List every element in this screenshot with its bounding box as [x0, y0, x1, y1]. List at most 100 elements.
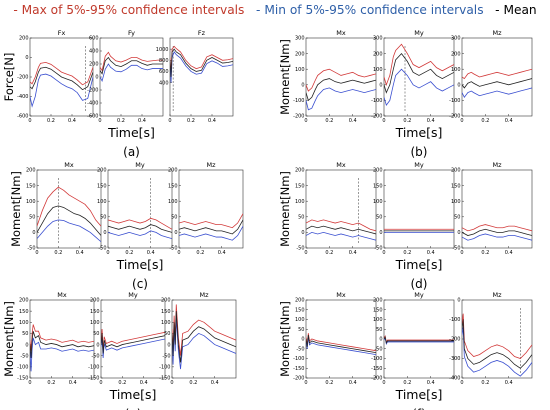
x-tick-label: 0	[304, 380, 307, 386]
y-tick-label: -200	[449, 337, 460, 343]
series-mean	[100, 56, 163, 75]
series-group	[37, 178, 101, 244]
y-tick-label: 200	[451, 51, 461, 57]
y-tick-label: -100	[371, 356, 382, 362]
y-tick-label: -150	[17, 376, 28, 382]
panel-c-label: (c)	[132, 277, 148, 291]
panel-f-xlabel: Time[s]	[395, 387, 443, 402]
x-tick-label: 0	[460, 118, 463, 124]
y-tick-label: -50	[20, 353, 28, 359]
x-tick-label: 0.2	[196, 250, 204, 256]
y-tick-label: -100	[293, 356, 304, 362]
x-tick-label: 0	[28, 118, 31, 124]
y-tick-label: 50	[454, 215, 460, 221]
x-tick-label: 0	[28, 380, 31, 386]
y-tick-label: 0	[457, 230, 460, 236]
series-mean	[462, 228, 532, 236]
axes-frame	[178, 169, 244, 249]
y-tick-label: -100	[449, 98, 460, 104]
y-tick-label: -50	[27, 246, 35, 252]
panel-e: Moment[Nm] Time[s] (e) Mx 200 150 100 50 0 -50 -10…	[2, 291, 237, 410]
x-tick-label: 0	[460, 250, 463, 256]
series-mean	[37, 205, 101, 236]
x-tick-label: 0.4	[427, 118, 435, 124]
y-tick-label: 400	[89, 49, 99, 55]
panel-a-ylabel: Force[N]	[2, 53, 16, 102]
series-mean	[306, 335, 376, 354]
subplot-title: My	[414, 161, 424, 169]
y-tick-label: -50	[374, 346, 382, 352]
series-max	[462, 313, 532, 359]
x-tick-label: 0.4	[505, 118, 513, 124]
y-tick-label: 100	[168, 199, 178, 205]
x-tick-label: 0	[304, 250, 307, 256]
subplot-title: Fy	[128, 29, 135, 37]
y-tick-label: 50	[29, 215, 35, 221]
series-mean	[384, 335, 454, 344]
series-min	[37, 219, 101, 243]
y-tick-label: 0	[301, 230, 304, 236]
y-tick-label: 100	[97, 199, 107, 205]
series-min	[462, 233, 532, 241]
y-tick-label: 50	[298, 215, 304, 221]
axes-frame	[461, 37, 533, 117]
y-tick-label: 0	[103, 230, 106, 236]
series-max	[30, 61, 93, 86]
y-tick-label: 0	[379, 83, 382, 89]
series-mean	[172, 311, 236, 363]
series-mean	[306, 78, 376, 102]
y-tick-label: 150	[451, 183, 461, 189]
x-tick-label: 0	[99, 380, 102, 386]
y-tick-label: 100	[451, 67, 461, 73]
x-tick-label: 0	[35, 250, 38, 256]
series-mean	[101, 333, 165, 354]
x-tick-label: 0.2	[125, 250, 133, 256]
axes-frame	[383, 299, 455, 379]
series-min	[462, 87, 532, 99]
y-tick-label: -50	[452, 246, 460, 252]
x-tick-label: 0	[168, 118, 171, 124]
y-tick-label: 50	[164, 331, 170, 337]
series-group	[172, 304, 236, 370]
y-tick-label: 200	[295, 168, 305, 174]
y-tick-label: -100	[293, 98, 304, 104]
x-tick-label: 0.4	[69, 380, 77, 386]
panel-e-xlabel: Time[s]	[109, 387, 157, 402]
subplot-title: Fx	[58, 29, 66, 37]
series-group	[30, 46, 93, 112]
y-tick-label: 50	[171, 215, 177, 221]
x-tick-label: 0.2	[189, 380, 197, 386]
y-tick-label: 200	[26, 168, 36, 174]
series-group	[306, 333, 376, 355]
y-tick-label: -400	[449, 376, 460, 382]
axes-frame	[305, 299, 377, 379]
x-tick-label: 0.4	[138, 118, 146, 124]
y-tick-label: -100	[371, 98, 382, 104]
y-tick-label: 150	[26, 183, 36, 189]
series-max	[462, 68, 532, 80]
y-tick-label: -400	[17, 94, 28, 100]
y-tick-label: -400	[87, 101, 98, 107]
x-tick-label: 0.4	[68, 118, 76, 124]
series-min	[172, 317, 236, 370]
y-tick-label: 0	[174, 230, 177, 236]
panel-a-xlabel: Time[s]	[107, 125, 155, 140]
y-tick-label: 150	[97, 183, 107, 189]
series-mean	[384, 52, 454, 94]
series-group	[30, 324, 94, 372]
series-group	[170, 45, 233, 112]
y-tick-label: -200	[293, 376, 304, 382]
x-tick-label: 0	[170, 380, 173, 386]
y-tick-label: 200	[373, 51, 383, 57]
x-tick-label: 0	[382, 118, 385, 124]
y-tick-label: -200	[371, 376, 382, 382]
